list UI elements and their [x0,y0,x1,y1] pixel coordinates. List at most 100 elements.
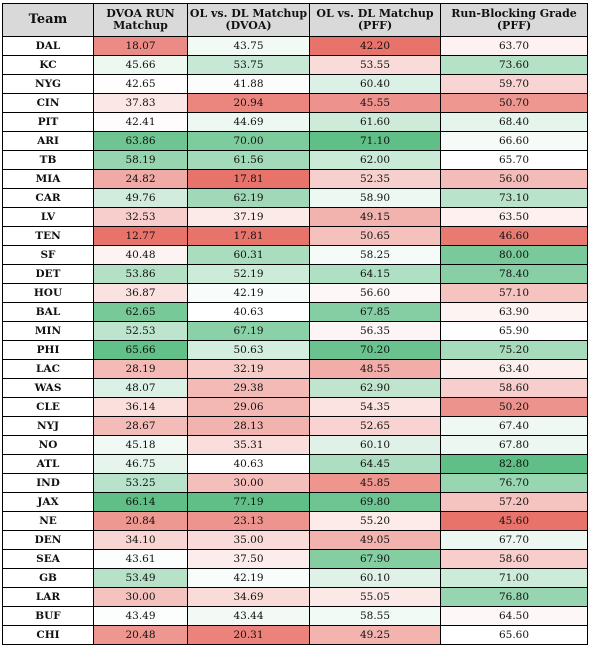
header-ol-dl-pff: OL vs. DL Matchup (PFF) [309,3,441,37]
table-row: DEN 34.10 35.00 49.05 67.70 [2,530,588,550]
cell-ol-dl-dvoa: 77.19 [187,492,310,512]
cell-dvoa-run: 20.48 [93,625,188,645]
cell-team: TB [2,150,94,170]
cell-team: BUF [2,606,94,626]
cell-ol-dl-pff: 62.00 [309,150,441,170]
table-row: BUF 43.49 43.44 58.55 64.50 [2,606,588,626]
cell-dvoa-run: 42.41 [93,112,188,132]
cell-dvoa-run: 66.14 [93,492,188,512]
cell-ol-dl-pff: 70.20 [309,340,441,360]
table-row: ATL 46.75 40.63 64.45 82.80 [2,454,588,474]
cell-ol-dl-pff: 56.35 [309,321,441,341]
cell-run-blocking-grade: 63.90 [440,302,588,322]
cell-dvoa-run: 28.19 [93,359,188,379]
table-row: LAC 28.19 32.19 48.55 63.40 [2,359,588,379]
cell-dvoa-run: 34.10 [93,530,188,550]
cell-ol-dl-dvoa: 17.81 [187,226,310,246]
cell-dvoa-run: 30.00 [93,587,188,607]
cell-ol-dl-dvoa: 20.94 [187,93,310,113]
cell-ol-dl-pff: 54.35 [309,397,441,417]
table-row: LAR 30.00 34.69 55.05 76.80 [2,587,588,607]
cell-run-blocking-grade: 75.20 [440,340,588,360]
cell-run-blocking-grade: 66.60 [440,131,588,151]
cell-ol-dl-pff: 50.65 [309,226,441,246]
table-row: IND 53.25 30.00 45.85 76.70 [2,473,588,493]
table-row: CIN 37.83 20.94 45.55 50.70 [2,93,588,113]
table-row: JAX 66.14 77.19 69.80 57.20 [2,492,588,512]
cell-team: DAL [2,36,94,56]
cell-team: MIA [2,169,94,189]
cell-ol-dl-pff: 45.55 [309,93,441,113]
cell-ol-dl-dvoa: 43.75 [187,36,310,56]
cell-ol-dl-dvoa: 40.63 [187,454,310,474]
table-row: TEN 12.77 17.81 50.65 46.60 [2,226,588,246]
cell-ol-dl-dvoa: 29.06 [187,397,310,417]
cell-run-blocking-grade: 73.60 [440,55,588,75]
cell-run-blocking-grade: 78.40 [440,264,588,284]
table-row: CHI 20.48 20.31 49.25 65.60 [2,625,588,645]
cell-dvoa-run: 62.65 [93,302,188,322]
cell-ol-dl-dvoa: 28.13 [187,416,310,436]
cell-team: DET [2,264,94,284]
cell-dvoa-run: 53.25 [93,473,188,493]
cell-ol-dl-dvoa: 52.19 [187,264,310,284]
cell-ol-dl-pff: 58.55 [309,606,441,626]
table-row: CLE 36.14 29.06 54.35 50.20 [2,397,588,417]
cell-dvoa-run: 28.67 [93,416,188,436]
cell-ol-dl-pff: 60.10 [309,568,441,588]
cell-ol-dl-dvoa: 34.69 [187,587,310,607]
cell-dvoa-run: 32.53 [93,207,188,227]
table-row: DET 53.86 52.19 64.15 78.40 [2,264,588,284]
cell-ol-dl-pff: 71.10 [309,131,441,151]
cell-dvoa-run: 52.53 [93,321,188,341]
cell-ol-dl-dvoa: 32.19 [187,359,310,379]
table-row: HOU 36.87 42.19 56.60 57.10 [2,283,588,303]
cell-run-blocking-grade: 50.20 [440,397,588,417]
table-row: PIT 42.41 44.69 61.60 68.40 [2,112,588,132]
cell-ol-dl-pff: 58.90 [309,188,441,208]
table-row: SF 40.48 60.31 58.25 80.00 [2,245,588,265]
cell-ol-dl-pff: 69.80 [309,492,441,512]
cell-ol-dl-dvoa: 35.31 [187,435,310,455]
cell-team: LAR [2,587,94,607]
cell-dvoa-run: 65.66 [93,340,188,360]
cell-run-blocking-grade: 50.70 [440,93,588,113]
cell-ol-dl-pff: 60.40 [309,74,441,94]
cell-run-blocking-grade: 63.50 [440,207,588,227]
table-row: BAL 62.65 40.63 67.85 63.90 [2,302,588,322]
cell-team: ATL [2,454,94,474]
cell-team: NYJ [2,416,94,436]
table-row: KC 45.66 53.75 53.55 73.60 [2,55,588,75]
cell-dvoa-run: 63.86 [93,131,188,151]
cell-run-blocking-grade: 82.80 [440,454,588,474]
cell-ol-dl-pff: 49.25 [309,625,441,645]
cell-ol-dl-pff: 52.65 [309,416,441,436]
cell-ol-dl-dvoa: 17.81 [187,169,310,189]
cell-ol-dl-dvoa: 35.00 [187,530,310,550]
cell-team: LV [2,207,94,227]
cell-dvoa-run: 40.48 [93,245,188,265]
table-container: Team DVOA RUN Matchup OL vs. DL Matchup … [2,3,588,645]
cell-run-blocking-grade: 65.60 [440,625,588,645]
table-row: WAS 48.07 29.38 62.90 58.60 [2,378,588,398]
cell-run-blocking-grade: 76.80 [440,587,588,607]
cell-team: WAS [2,378,94,398]
cell-team: MIN [2,321,94,341]
cell-run-blocking-grade: 57.10 [440,283,588,303]
cell-team: HOU [2,283,94,303]
cell-dvoa-run: 20.84 [93,511,188,531]
cell-run-blocking-grade: 58.60 [440,549,588,569]
cell-ol-dl-pff: 67.90 [309,549,441,569]
cell-dvoa-run: 53.86 [93,264,188,284]
header-team: Team [2,3,94,37]
cell-run-blocking-grade: 67.40 [440,416,588,436]
cell-ol-dl-pff: 67.85 [309,302,441,322]
header-row: Team DVOA RUN Matchup OL vs. DL Matchup … [2,3,588,37]
cell-ol-dl-pff: 49.15 [309,207,441,227]
table-row: DAL 18.07 43.75 42.20 63.70 [2,36,588,56]
cell-dvoa-run: 36.87 [93,283,188,303]
cell-team: CHI [2,625,94,645]
cell-dvoa-run: 42.65 [93,74,188,94]
cell-team: TEN [2,226,94,246]
cell-dvoa-run: 45.18 [93,435,188,455]
